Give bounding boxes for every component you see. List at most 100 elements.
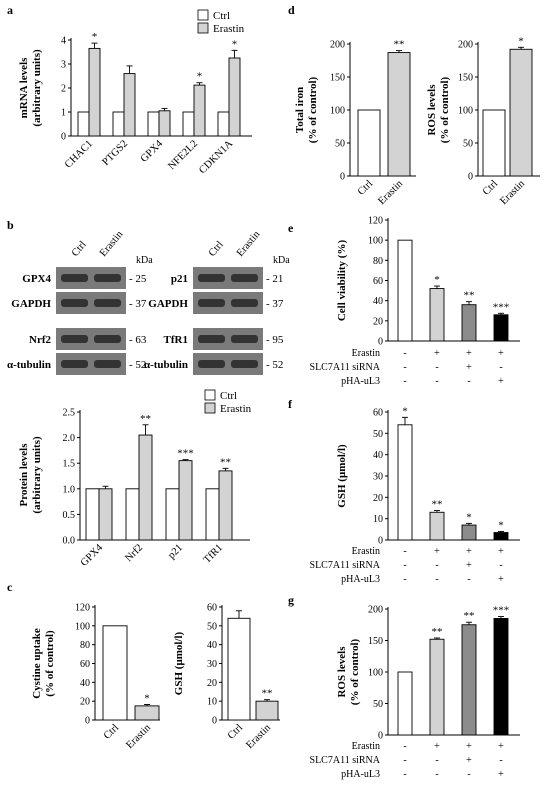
y-tick-label: 20 [373,316,383,327]
y-axis-label: (% of control) [349,638,361,705]
significance-marker: ** [262,688,273,700]
blot-protein-label: GPX4 [22,273,51,285]
treatment-label: SLC7A11 siRNA [310,362,381,373]
bar [205,488,220,541]
blot-strip [193,292,263,314]
significance-marker: ** [464,290,475,302]
significance-marker: * [232,38,238,50]
y-tick-label: 200 [330,40,345,51]
bar [461,624,477,736]
x-tick-label: NFE2L2 [166,138,200,172]
bar [218,470,233,541]
lane-label: Erastin [98,228,126,258]
y-tick-label: 1 [61,108,66,119]
treatment-sign: + [498,769,504,780]
legend-label: Erastin [213,23,245,35]
bar [357,109,381,177]
y-axis-label: Cell viability (%) [336,240,348,322]
y-tick-label: 120 [75,603,90,614]
bar [182,111,195,137]
significance-marker: * [434,274,440,286]
y-axis-label: (% of control) [44,630,56,697]
y-tick-label: 50 [207,621,217,632]
blot-mw-label: - 63 [129,334,147,346]
treatment-sign: + [466,560,472,571]
significance-marker: ** [394,39,405,51]
treatment-sign: - [467,376,470,387]
blot-mw-label: - 37 [129,298,147,310]
significance-marker: ** [432,626,443,638]
y-tick-label: 0 [85,716,90,727]
blot-strip [56,267,126,289]
treatment-sign: - [403,376,406,387]
blot-protein-label: GAPDH [11,298,51,310]
y-axis-label: ROS levels [426,84,438,136]
legend-swatch [197,9,209,21]
significance-marker: * [518,35,524,47]
significance-marker: * [197,71,203,83]
treatment-sign: - [403,769,406,780]
bar [147,111,160,137]
bar [125,488,140,541]
blot-band [198,335,225,343]
treatment-sign: + [434,741,440,752]
treatment-sign: + [466,546,472,557]
significance-marker: * [144,692,150,704]
treatment-sign: - [403,362,406,373]
y-tick-label: 0.5 [63,510,76,521]
significance-marker: * [402,405,408,417]
blot-band [231,335,258,343]
blot-band [61,360,88,368]
bar [77,111,90,137]
blot-mw-label: - 21 [266,273,283,285]
lane-label: Ctrl [70,239,89,259]
bar [493,618,509,736]
y-tick-label: 20 [207,678,217,689]
y-tick-label: 30 [373,472,383,483]
blot-band [231,274,258,282]
y-axis-label: ROS levels [336,646,348,698]
y-tick-label: 50 [373,699,383,710]
legend-swatch [197,22,209,34]
bar [397,239,413,342]
blot-strip [56,328,126,350]
blot-mw-label: - 95 [266,334,284,346]
blot-mw-label: - 37 [266,298,284,310]
legend-label: Ctrl [213,10,230,22]
blot-strip [56,292,126,314]
treatment-sign: - [435,362,438,373]
bar [461,304,477,342]
treatment-sign: - [467,574,470,585]
blot-strip [56,353,126,375]
panel-label: a [7,3,13,17]
panel-label: c [7,580,13,594]
blot-mw-label: - 52 [129,359,146,371]
y-tick-label: 100 [368,236,383,247]
treatment-sign: + [498,741,504,752]
y-tick-label: 0 [212,716,217,727]
blot-band [198,299,225,307]
y-tick-label: 40 [373,450,383,461]
x-tick-label: TfR1 [202,542,225,565]
x-tick-label: p21 [166,542,185,561]
treatment-sign: - [435,755,438,766]
y-tick-label: 60 [373,408,383,419]
bar [397,671,413,736]
bar [85,488,100,541]
blot-mw-label: - 25 [129,273,147,285]
bar [193,84,206,137]
y-axis-label: GSH (μmol/l) [336,444,348,508]
y-tick-label: 0 [340,172,345,183]
lane-label: Ctrl [207,239,226,259]
x-tick-label: PTGS2 [100,138,130,168]
y-tick-label: 150 [330,73,345,84]
treatment-sign: - [403,574,406,585]
blot-strip [193,267,263,289]
treatment-sign: + [466,348,472,359]
blot-band [231,299,258,307]
significance-marker: * [466,511,472,523]
treatment-label: SLC7A11 siRNA [310,560,381,571]
y-tick-label: 4 [61,36,66,47]
y-axis-label: mRNA levels [18,57,30,119]
